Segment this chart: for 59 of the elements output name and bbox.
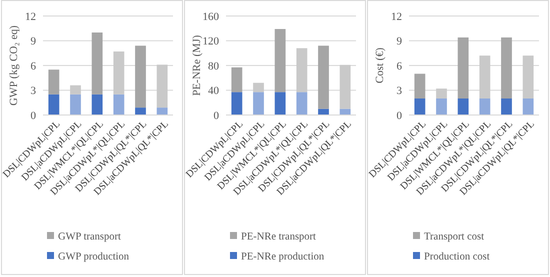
bar [70,94,81,115]
y-tick-label: 160 [202,10,220,23]
bar [296,48,308,92]
y-tick-label: 12 [391,10,402,23]
bar [458,98,469,115]
bar [253,82,264,92]
bar [340,64,351,109]
bar [231,92,242,115]
bar [436,98,447,115]
bar [458,37,469,98]
bar [479,98,490,115]
bar [479,56,490,98]
bar [318,46,329,109]
bar [501,37,512,98]
bar [48,94,60,115]
legend-label: Transport cost [424,232,484,243]
y-tick-label: 0 [214,110,220,122]
bar [318,108,329,115]
bar [113,94,124,115]
bar [92,32,103,94]
y-tick-label: 9 [396,36,402,48]
bar [48,70,60,94]
bar [501,98,512,115]
bar [522,98,534,115]
legend-label: GWP production [58,252,130,263]
legend-label: PE-NRe production [241,252,325,263]
legend-label: GWP transport [58,232,121,243]
y-tick-label: 3 [396,85,402,98]
bar [253,92,264,115]
y-tick-label: 6 [396,60,402,72]
y-tick-label: 6 [30,60,36,72]
legend-label: PE-NRe transport [241,232,316,243]
bar [274,92,286,115]
bar [436,88,447,98]
bar [156,64,168,108]
bar [414,98,426,115]
y-axis-title: Cost (€) [374,47,386,84]
bar [135,46,146,108]
bar [296,92,308,115]
bar [522,56,534,98]
bar [70,85,81,94]
bar [113,51,124,94]
bar [156,108,168,115]
legend-label: Production cost [424,252,490,263]
y-tick-label: 12 [25,10,36,23]
y-tick-label: 80 [208,60,220,72]
y-tick-label: 0 [396,110,402,122]
y-axis-title: GWP (kg CO₂ eq) [8,25,20,106]
bar [231,67,242,92]
y-tick-label: 3 [30,85,36,98]
bar [274,28,286,92]
y-tick-label: 120 [202,36,220,48]
bar [414,74,426,98]
y-tick-label: 0 [30,110,36,122]
y-tick-label: 9 [30,36,36,48]
bar [135,108,146,115]
y-tick-label: 40 [208,85,220,98]
bar [92,94,103,115]
y-axis-title: PE-NRe (MJ) [191,34,203,96]
